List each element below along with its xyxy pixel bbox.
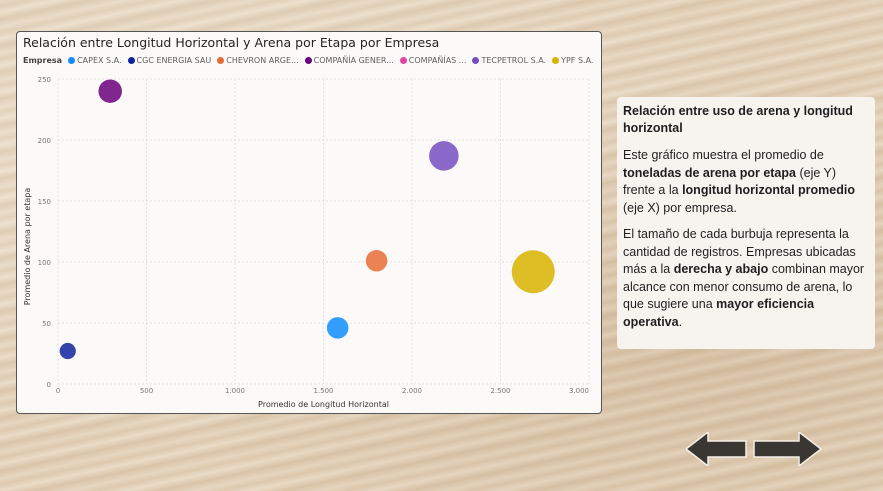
legend-item[interactable]: TECPETROL S.A. xyxy=(472,56,546,65)
x-tick-label: 500 xyxy=(140,387,153,395)
x-tick-label: 2.000 xyxy=(402,387,422,395)
bubble[interactable] xyxy=(326,317,349,339)
y-tick-label: 200 xyxy=(38,137,51,145)
legend-dot xyxy=(552,57,560,64)
y-tick-label: 0 xyxy=(47,381,51,389)
legend-item[interactable]: CHEVRON ARGE... xyxy=(217,56,299,65)
x-tick-label: 2.500 xyxy=(490,387,510,395)
x-tick-label: 1.500 xyxy=(313,387,333,395)
info-text: (eje X) por empresa. xyxy=(623,200,737,215)
y-tick-label: 150 xyxy=(38,198,51,206)
legend-item[interactable]: COMPAÑÍA GENER... xyxy=(304,56,394,65)
legend-item[interactable]: YPF S.A. xyxy=(552,56,593,65)
bubble[interactable] xyxy=(429,141,459,171)
x-tick-label: 0 xyxy=(56,387,60,395)
info-highlight: mayor eficiencia operativa xyxy=(623,297,815,329)
arrow-right-icon[interactable] xyxy=(752,432,822,466)
bubble[interactable] xyxy=(365,250,388,272)
legend-label: COMPAÑÍA GENER... xyxy=(313,56,394,65)
legend-dot xyxy=(399,57,407,64)
y-axis-label: Promedio de Arena por etapa xyxy=(23,188,32,306)
legend-label: CGC ENERGIA SAU xyxy=(136,56,212,65)
legend-label: COMPAÑÍAS ... xyxy=(408,56,467,65)
info-paragraph-2: El tamaño de cada burbuja representa la … xyxy=(623,226,869,331)
info-text: (eje Y) frente a la xyxy=(623,165,837,198)
info-text: . xyxy=(678,314,683,329)
info-highlight: longitud horizontal promedio xyxy=(682,183,855,197)
bubble[interactable] xyxy=(59,342,76,360)
x-tick-label: 3.000 xyxy=(569,387,589,395)
chart-title: Relación entre Longitud Horizontal y Are… xyxy=(23,35,440,50)
y-tick-label: 50 xyxy=(42,320,51,328)
legend-item[interactable]: CAPEX S.A. xyxy=(68,56,122,65)
info-text: El tamaño de cada burbuja representa la … xyxy=(623,227,856,276)
info-highlight: toneladas de arena por etapa xyxy=(623,165,796,180)
legend-label: CHEVRON ARGE... xyxy=(226,56,299,65)
legend-dot xyxy=(304,57,312,64)
info-text: Este gráfico muestra el promedio de xyxy=(623,148,824,162)
legend-dot xyxy=(127,57,135,64)
legend-item[interactable]: COMPAÑÍAS ... xyxy=(399,56,467,65)
chart-legend: Empresa CAPEX S.A. CGC ENERGIA SAU CHEVRON… xyxy=(23,56,593,65)
bubble[interactable] xyxy=(98,79,122,103)
legend-dot xyxy=(472,57,480,64)
y-tick-label: 100 xyxy=(38,259,51,267)
x-axis-label: Promedio de Longitud Horizontal xyxy=(258,400,389,409)
info-card: Relación entre uso de arena y longitud h… xyxy=(617,97,875,349)
scatter-plot[interactable]: 0 50 100 150 200 250 0 500 1.000 1.500 2.000 2.500 3… xyxy=(17,32,601,413)
legend-label: YPF S.A. xyxy=(561,56,594,65)
legend-label: CAPEX S.A. xyxy=(77,56,122,65)
arrow-left-icon[interactable] xyxy=(686,432,748,466)
info-title: Relación entre uso de arena y longitud h… xyxy=(623,104,853,135)
bubble[interactable] xyxy=(511,250,555,294)
y-tick-label: 250 xyxy=(38,76,51,84)
info-paragraph-1: Este gráfico muestra el promedio de tone… xyxy=(623,147,869,217)
info-highlight: derecha y abajo xyxy=(673,262,769,276)
info-text: combinan mayor alcance con menor consumo… xyxy=(623,262,865,311)
legend-item[interactable]: CGC ENERGIA SAU xyxy=(127,56,212,65)
legend-title: Empresa xyxy=(23,56,63,65)
x-tick-label: 1.000 xyxy=(225,387,245,395)
chart-card[interactable]: Relación entre Longitud Horizontal y Are… xyxy=(16,31,602,414)
legend-label: TECPETROL S.A. xyxy=(481,56,547,65)
legend-dot xyxy=(68,57,76,64)
legend-dot xyxy=(217,57,225,64)
